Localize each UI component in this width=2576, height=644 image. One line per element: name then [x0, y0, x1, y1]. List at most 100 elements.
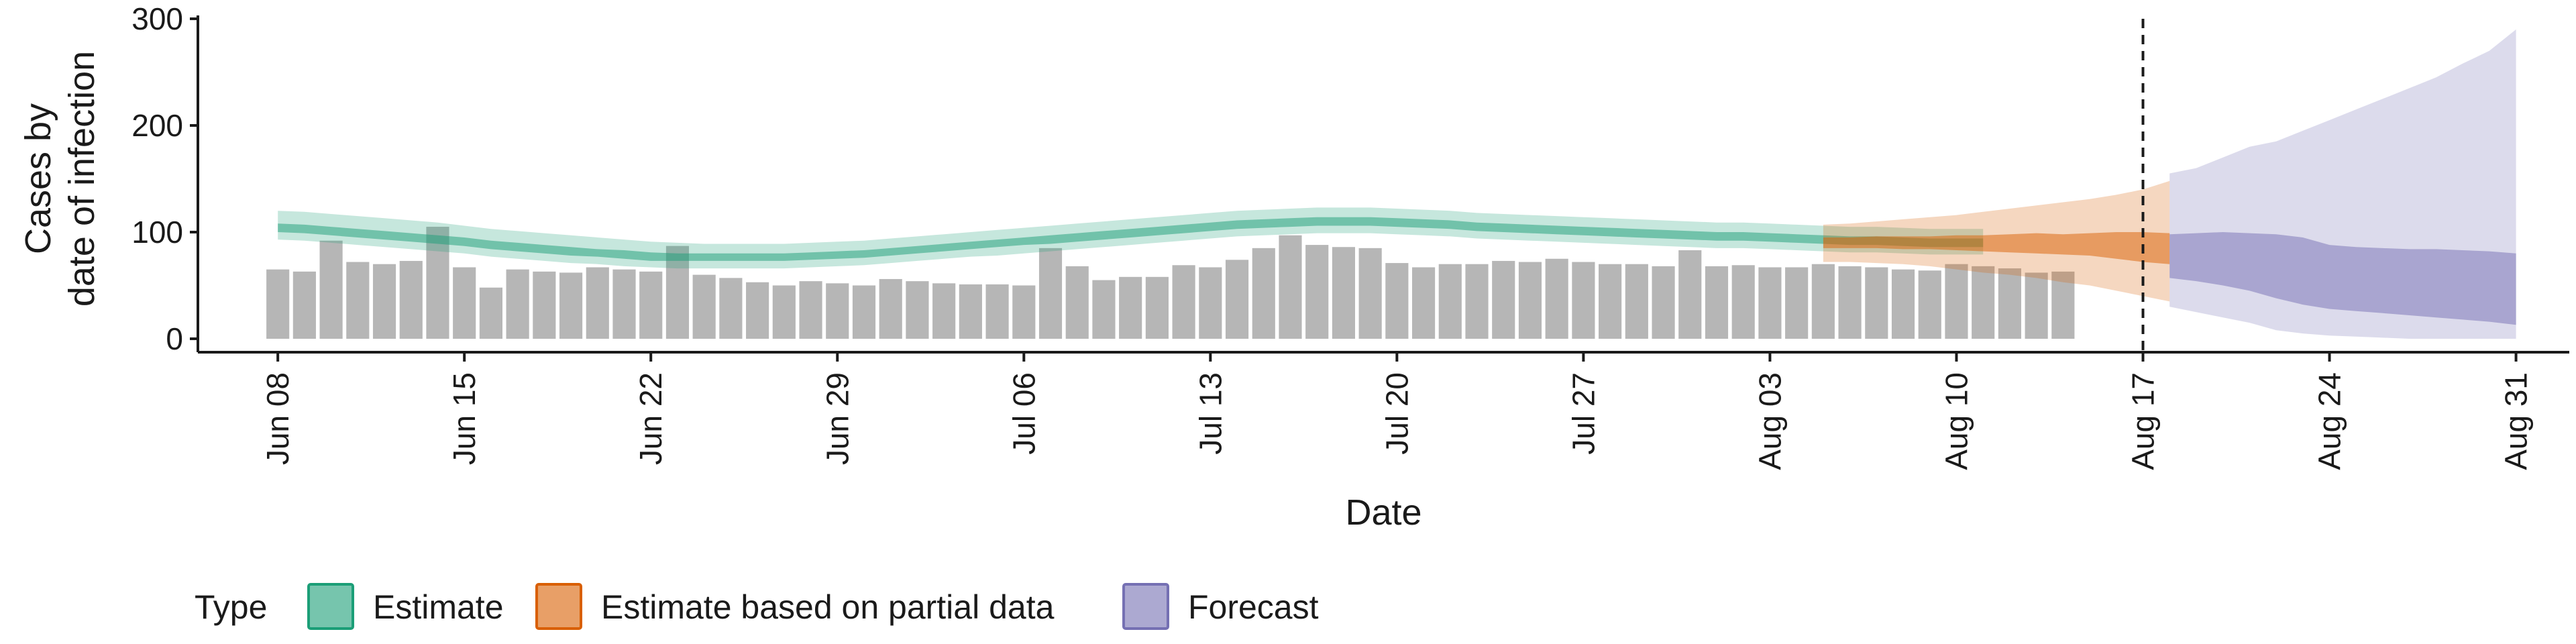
y-tick-label: 100	[131, 215, 183, 250]
reported-cases-bar	[2051, 271, 2075, 339]
axes: 0 100 200 300 Jun 08 Jun 15 Jun 22 Jun 29 Jul 06…	[131, 1, 2569, 470]
reported-cases-bar	[399, 260, 423, 339]
reported-cases-bar	[906, 281, 929, 339]
reported-cases-bar	[1998, 268, 2021, 339]
reported-cases-bar	[1385, 263, 1409, 339]
x-tick-label: Jul 13	[1193, 372, 1228, 455]
reported-cases-bar	[1145, 276, 1169, 339]
reported-cases-bar	[1438, 264, 1462, 339]
reported-cases-bar	[1518, 262, 1542, 339]
reported-cases-bar	[1172, 265, 1195, 339]
reported-cases-bar	[559, 272, 583, 339]
reported-cases-bar	[826, 283, 849, 339]
reported-cases-bar	[2025, 272, 2048, 339]
x-tick-label: Jun 29	[820, 372, 855, 465]
reported-cases-bar	[506, 269, 529, 339]
legend-swatch	[1122, 583, 1169, 630]
reported-cases-bar	[319, 240, 343, 339]
reported-cases-bar	[612, 269, 636, 339]
y-axis-title-line1: Cases by	[18, 103, 58, 254]
reported-cases-bar	[852, 285, 876, 339]
reported-cases-bar	[1332, 247, 1356, 339]
reported-cases-bars	[266, 227, 2075, 339]
x-axis-title: Date	[1345, 492, 1421, 533]
reported-cases-bar	[719, 278, 743, 339]
legend-swatch	[307, 583, 354, 630]
forecast-50-band	[2169, 232, 2516, 325]
reported-cases-bar	[426, 227, 449, 339]
reported-cases-bar	[1838, 266, 1862, 339]
reported-cases-bar	[1545, 258, 1568, 339]
estimate-ribbons	[278, 29, 2516, 339]
reported-cases-bar	[1811, 264, 1835, 339]
reported-cases-bar	[1305, 245, 1329, 339]
x-tick-label: Jun 08	[260, 372, 295, 465]
x-tick-label: Jun 22	[633, 372, 668, 465]
estimate-based-on-partial-data-50-band	[1823, 232, 2170, 264]
legend-label: Forecast	[1188, 588, 1319, 626]
reported-cases-bar	[586, 267, 609, 339]
x-tick-label: Aug 10	[1939, 372, 1974, 470]
legend-label: Estimate	[373, 588, 504, 626]
reported-cases-bar	[1625, 264, 1648, 339]
x-tick-label: Jun 15	[447, 372, 482, 465]
reported-cases-bar	[1038, 248, 1063, 339]
reported-cases-bar	[1891, 269, 1915, 339]
reported-cases-bar	[346, 262, 370, 339]
reported-cases-bar	[746, 282, 769, 339]
reported-cases-bar	[799, 281, 822, 339]
reported-cases-bar	[1599, 264, 1622, 339]
y-tick-label: 0	[166, 321, 183, 356]
reported-cases-bar	[665, 246, 690, 339]
reported-cases-bar	[692, 274, 716, 339]
reported-cases-bar	[1465, 264, 1489, 339]
reported-cases-bar	[1918, 270, 1941, 339]
reported-cases-bar	[1225, 260, 1249, 339]
legend-swatch	[535, 583, 582, 630]
reported-cases-bar	[1358, 248, 1382, 339]
y-tick-label: 300	[131, 1, 183, 36]
legend-title: Type	[195, 588, 267, 626]
reported-cases-bar	[1252, 248, 1275, 339]
reported-cases-bar	[453, 267, 476, 339]
estimate-90-band	[278, 207, 1984, 269]
reported-cases-bar	[1652, 266, 1675, 339]
reported-cases-bar	[932, 283, 956, 339]
reported-cases-bar	[1572, 262, 1595, 339]
reported-cases-bar	[985, 284, 1009, 339]
reported-cases-bar	[1199, 267, 1222, 339]
reported-cases-bar	[1705, 266, 1729, 339]
reported-cases-bar	[1758, 267, 1782, 339]
reported-cases-bar	[372, 264, 396, 339]
estimate-50-band	[278, 217, 1984, 261]
reported-cases-bar	[266, 269, 290, 339]
reported-cases-bar	[1945, 264, 1968, 339]
reported-cases-bar	[1119, 276, 1142, 339]
reported-cases-bar	[1065, 266, 1089, 339]
reported-cases-bar	[292, 271, 316, 339]
x-tick-label: Aug 17	[2125, 372, 2160, 470]
legend-label: Estimate based on partial data	[601, 588, 1055, 626]
reported-cases-bar	[772, 285, 796, 339]
x-tick-label: Jul 06	[1006, 372, 1041, 455]
x-tick-label: Jul 20	[1379, 372, 1414, 455]
reported-cases-bar	[479, 287, 502, 339]
y-axis-title-line2: date of infection	[62, 51, 102, 307]
reported-cases-bar	[1678, 250, 1702, 339]
y-tick-label: 200	[131, 108, 183, 143]
reported-cases-bar	[1785, 267, 1809, 339]
x-tick-label: Aug 31	[2499, 372, 2534, 470]
x-tick-label: Aug 24	[2312, 372, 2347, 470]
legend: Type Estimate Estimate based on partial da…	[195, 583, 1319, 630]
x-tick-label: Aug 03	[1752, 372, 1787, 470]
reported-cases-bar	[879, 278, 902, 339]
reported-cases-bar	[1012, 285, 1036, 339]
reported-cases-bar	[1279, 235, 1302, 339]
reported-cases-bar	[1411, 267, 1436, 339]
reported-cases-bar	[1865, 267, 1888, 339]
reported-cases-bar	[959, 284, 982, 339]
reported-cases-bar	[1092, 280, 1116, 339]
x-tick-label: Jul 27	[1566, 372, 1601, 455]
reported-cases-bar	[1972, 266, 1995, 339]
